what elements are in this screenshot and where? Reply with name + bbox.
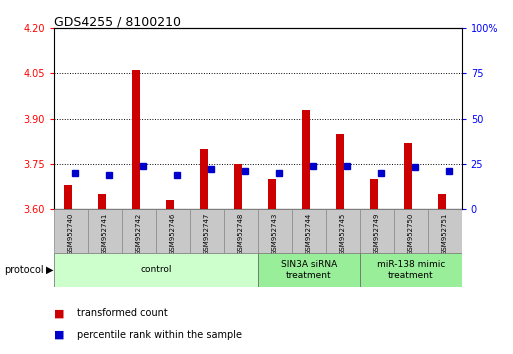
Text: transformed count: transformed count <box>77 308 168 318</box>
Bar <box>326 209 360 253</box>
Bar <box>122 209 156 253</box>
Bar <box>268 179 277 209</box>
Bar <box>370 179 378 209</box>
Text: GSM952749: GSM952749 <box>374 212 380 255</box>
Bar <box>404 143 412 209</box>
Text: protocol: protocol <box>4 265 44 275</box>
Bar <box>64 185 72 209</box>
Text: GSM952741: GSM952741 <box>102 212 108 255</box>
Text: GSM952751: GSM952751 <box>442 212 448 255</box>
Text: control: control <box>140 266 171 274</box>
Bar <box>302 110 310 209</box>
Bar <box>360 253 462 287</box>
Bar <box>156 209 190 253</box>
Text: ■: ■ <box>54 308 64 318</box>
Text: ▶: ▶ <box>46 265 54 275</box>
Bar <box>88 209 122 253</box>
Text: miR-138 mimic
treatment: miR-138 mimic treatment <box>377 260 445 280</box>
Bar <box>438 194 446 209</box>
Bar <box>428 209 462 253</box>
Bar <box>234 164 242 209</box>
Text: GSM952747: GSM952747 <box>204 212 210 255</box>
Bar <box>258 253 360 287</box>
Bar <box>190 209 224 253</box>
Bar <box>258 209 292 253</box>
Bar <box>224 209 258 253</box>
Bar <box>360 209 394 253</box>
Text: ■: ■ <box>54 330 64 339</box>
Bar <box>54 253 258 287</box>
Text: GSM952742: GSM952742 <box>136 212 142 255</box>
Text: GSM952746: GSM952746 <box>170 212 176 255</box>
Bar <box>132 70 141 209</box>
Bar <box>98 194 106 209</box>
Bar <box>200 149 208 209</box>
Bar <box>336 134 344 209</box>
Text: SIN3A siRNA
treatment: SIN3A siRNA treatment <box>281 260 337 280</box>
Bar <box>54 209 88 253</box>
Bar <box>166 200 174 209</box>
Bar <box>393 209 428 253</box>
Text: GDS4255 / 8100210: GDS4255 / 8100210 <box>54 16 181 29</box>
Text: GSM952743: GSM952743 <box>272 212 278 255</box>
Text: GSM952750: GSM952750 <box>408 212 413 255</box>
Text: GSM952745: GSM952745 <box>340 212 346 255</box>
Bar <box>292 209 326 253</box>
Text: GSM952748: GSM952748 <box>238 212 244 255</box>
Text: GSM952740: GSM952740 <box>68 212 74 255</box>
Text: percentile rank within the sample: percentile rank within the sample <box>77 330 242 339</box>
Text: GSM952744: GSM952744 <box>306 212 312 255</box>
